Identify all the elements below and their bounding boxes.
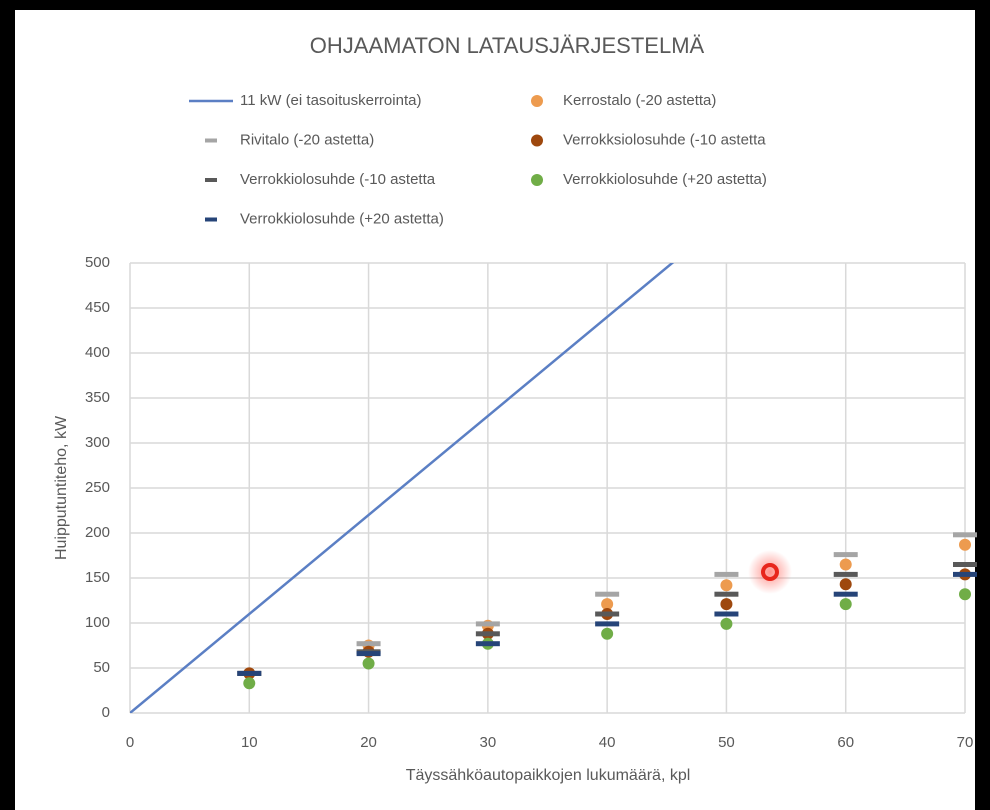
data-point [833,591,858,597]
y-tick-label: 50 [93,659,110,676]
legend-symbol [531,95,543,107]
y-tick-label: 300 [85,434,110,451]
x-tick-label: 50 [718,734,735,751]
legend-label: Verrokksiolosuhde (-10 astetta [563,131,766,148]
y-tick-label: 400 [85,344,110,361]
y-tick-label: 100 [85,614,110,631]
data-point [953,571,977,577]
legend-label: Verrokkiolosuhde (+20 astetta) [563,171,767,188]
y-tick-label: 350 [85,389,110,406]
data-point [953,562,977,567]
data-point [601,627,614,640]
data-point [720,617,733,630]
y-tick-label: 250 [85,479,110,496]
data-point [720,598,733,611]
x-tick-label: 20 [360,734,377,751]
x-tick-label: 40 [599,734,616,751]
x-tick-label: 60 [837,734,854,751]
y-tick-label: 0 [102,704,110,721]
data-point [356,651,381,657]
data-point [475,641,500,647]
legend-symbol [205,217,217,222]
x-tick-label: 10 [241,734,258,751]
series-line [130,263,675,713]
cursor [748,550,792,594]
y-tick-label: 450 [85,299,110,316]
data-point [839,558,852,571]
data-point [475,621,500,627]
data-point [243,677,256,690]
data-point [714,591,739,597]
y-axis-title: Huipputuntiteho, kW [53,415,70,560]
data-point [595,591,620,597]
y-tick-label: 500 [85,254,110,271]
data-point [237,670,262,676]
data-point [475,631,500,637]
y-tick-label: 150 [85,569,110,586]
legend-symbol [531,134,543,147]
legend-symbol [205,138,217,143]
data-point [833,552,858,558]
data-point [362,657,375,670]
data-point [714,571,739,577]
x-tick-label: 0 [126,734,134,751]
data-point [833,571,858,577]
data-point [595,621,620,627]
x-tick-label: 70 [957,734,974,751]
legend: 11 kW (ei tasoituskerrointa) Kerrostalo (… [189,92,767,227]
marks [130,263,977,713]
legend-label: 11 kW (ei tasoituskerrointa) [240,92,421,109]
legend-label: Verrokkiolosuhde (+20 astetta) [240,210,444,227]
data-point [839,578,852,591]
legend-label: Verrokkiolosuhde (-10 astetta [240,171,436,188]
chart-title: OHJAAMATON LATAUSJÄRJESTELMÄ [310,33,705,58]
legend-label: Kerrostalo (-20 astetta) [563,92,716,109]
legend-symbol [531,174,543,186]
data-point [595,611,620,617]
data-point [601,598,614,611]
legend-label: Rivitalo (-20 astetta) [240,131,374,148]
data-point [839,598,852,611]
grid: 0 50 100 150 200 250 300 350 400 450 500 0 10 20 30 40 5… [85,254,973,751]
y-tick-label: 200 [85,524,110,541]
data-point [959,588,971,601]
x-axis-title: Täyssähköautopaikkojen lukumäärä, kpl [406,767,691,784]
legend-symbol [205,178,217,182]
data-point [356,641,381,647]
data-point [720,579,733,592]
x-tick-label: 30 [480,734,497,751]
data-point [714,611,739,617]
data-point [959,538,971,551]
data-point [953,532,977,538]
